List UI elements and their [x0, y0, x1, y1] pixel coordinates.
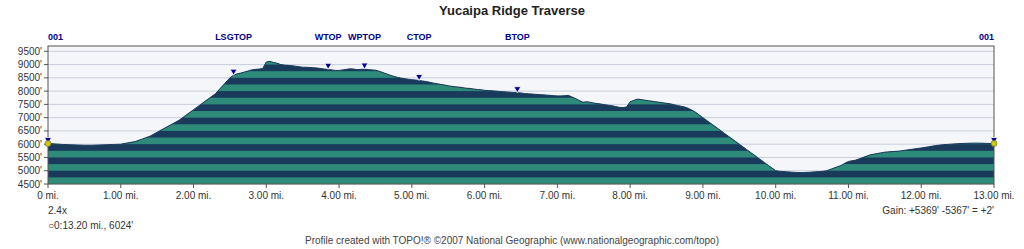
- elevation-band: [48, 151, 994, 158]
- elevation-band: [48, 177, 994, 184]
- elevation-band: [48, 58, 994, 65]
- chart: Yucaipa Ridge Traverse 4500' 5000' 5500' 600…: [0, 0, 1024, 249]
- x-tick: [266, 184, 267, 188]
- x-tick: [411, 184, 412, 188]
- x-tick-label: 8.00 mi.: [612, 190, 648, 201]
- y-tick: [44, 184, 48, 185]
- grid-line: [48, 91, 994, 92]
- endpoint-marker: [45, 141, 51, 147]
- x-tick: [120, 184, 121, 188]
- x-tick-label: 4.00 mi.: [321, 190, 357, 201]
- x-tick: [484, 184, 485, 188]
- x-tick: [702, 184, 703, 188]
- waypoint-marker: [230, 69, 237, 75]
- waypoint-label: CTOP: [407, 32, 432, 42]
- elevation-band: [48, 46, 994, 51]
- x-tick: [48, 184, 49, 188]
- x-tick-label: 2.00 mi.: [176, 190, 212, 201]
- waypoint-label: BTOP: [505, 32, 530, 42]
- elevation-band: [48, 98, 994, 105]
- y-tick-label: 9500': [18, 46, 42, 57]
- elevation-bands: [48, 46, 994, 184]
- elevation-band: [48, 84, 994, 91]
- grid-line: [48, 51, 994, 52]
- waypoint-label: 001: [979, 32, 994, 42]
- y-tick: [44, 104, 48, 105]
- grid-line: [48, 64, 994, 65]
- waypoint-label: WTOP: [315, 32, 342, 42]
- waypoints: 001 LSGTOP WTOP WPTOP CTOP BTOP 001: [45, 32, 998, 144]
- waypoint-label: 001: [48, 32, 63, 42]
- x-tick: [193, 184, 194, 188]
- y-tick-label: 6500': [18, 125, 42, 136]
- x-tick: [994, 184, 995, 188]
- y-tick: [44, 51, 48, 52]
- waypoint-marker: [416, 75, 423, 81]
- waypoint-marker: [514, 87, 521, 93]
- x-tick-label: 9.00 mi.: [685, 190, 721, 201]
- x-tick-label: 12.00 mi.: [901, 190, 942, 201]
- y-tick-label: 5000': [18, 165, 42, 176]
- subtitle: Profile created with TOPO!® ©2007 Nation…: [305, 235, 719, 246]
- plot-background: [48, 46, 994, 184]
- x-tick-label: 11.00 mi.: [828, 190, 868, 201]
- x-tick-label: 13.00 mi.: [973, 190, 1014, 201]
- x-tick: [921, 184, 922, 188]
- y-tick-label: 8000': [18, 86, 42, 97]
- x-tick: [848, 184, 849, 188]
- waypoint-label: WPTOP: [348, 32, 381, 42]
- y-tick: [44, 157, 48, 158]
- y-tick: [44, 91, 48, 92]
- y-tick: [44, 130, 48, 131]
- title: Yucaipa Ridge Traverse: [439, 3, 585, 18]
- y-tick: [44, 117, 48, 118]
- elevation-area: [48, 61, 994, 184]
- elevation-line: [48, 61, 994, 172]
- endpoint-marker: [991, 141, 997, 147]
- y-tick-label: 7000': [18, 112, 42, 123]
- y-tick: [44, 77, 48, 78]
- footnote: 2.4x: [48, 205, 67, 216]
- y-tick-label: 7500': [18, 99, 42, 110]
- elevation-band: [48, 138, 994, 145]
- plot-frame: [48, 46, 994, 184]
- x-tick: [339, 184, 340, 188]
- y-tick-label: 8500': [18, 72, 42, 83]
- x-tick-label: 7.00 mi.: [540, 190, 576, 201]
- x-axis: 0 mi. 1.00 mi. 2.00 mi. 3.00 mi. 4.00 mi. 5.0…: [37, 184, 1014, 201]
- x-tick-label: 6.00 mi.: [467, 190, 503, 201]
- footnote: ○0:13.20 mi., 6024': [48, 220, 133, 231]
- x-tick-label: 3.00 mi.: [249, 190, 285, 201]
- x-tick: [557, 184, 558, 188]
- y-axis: 4500' 5000' 5500' 6000' 6500' 7000' 7500' 8000'…: [18, 46, 994, 190]
- elevation-band: [48, 124, 994, 131]
- x-tick-label: 10.00 mi.: [755, 190, 796, 201]
- y-tick-label: 4500': [18, 179, 42, 190]
- elevation-band: [48, 164, 994, 171]
- y-tick-label: 6000': [18, 139, 42, 150]
- waypoint-marker: [325, 63, 332, 69]
- y-tick-label: 5500': [18, 152, 42, 163]
- x-tick-label: 1.00 mi.: [103, 190, 139, 201]
- x-tick: [630, 184, 631, 188]
- x-tick: [775, 184, 776, 188]
- y-tick-label: 9000': [18, 59, 42, 70]
- grid-line: [48, 77, 994, 78]
- x-tick-label: 0 mi.: [37, 190, 59, 201]
- plot-area: [48, 46, 994, 184]
- waypoint-marker: [361, 63, 368, 69]
- elevation-band: [48, 71, 994, 78]
- y-tick: [44, 64, 48, 65]
- x-tick-label: 5.00 mi.: [394, 190, 430, 201]
- footnote: Gain: +5369' -5367' = +2': [882, 205, 994, 216]
- y-tick: [44, 170, 48, 171]
- waypoint-label: LSGTOP: [215, 32, 252, 42]
